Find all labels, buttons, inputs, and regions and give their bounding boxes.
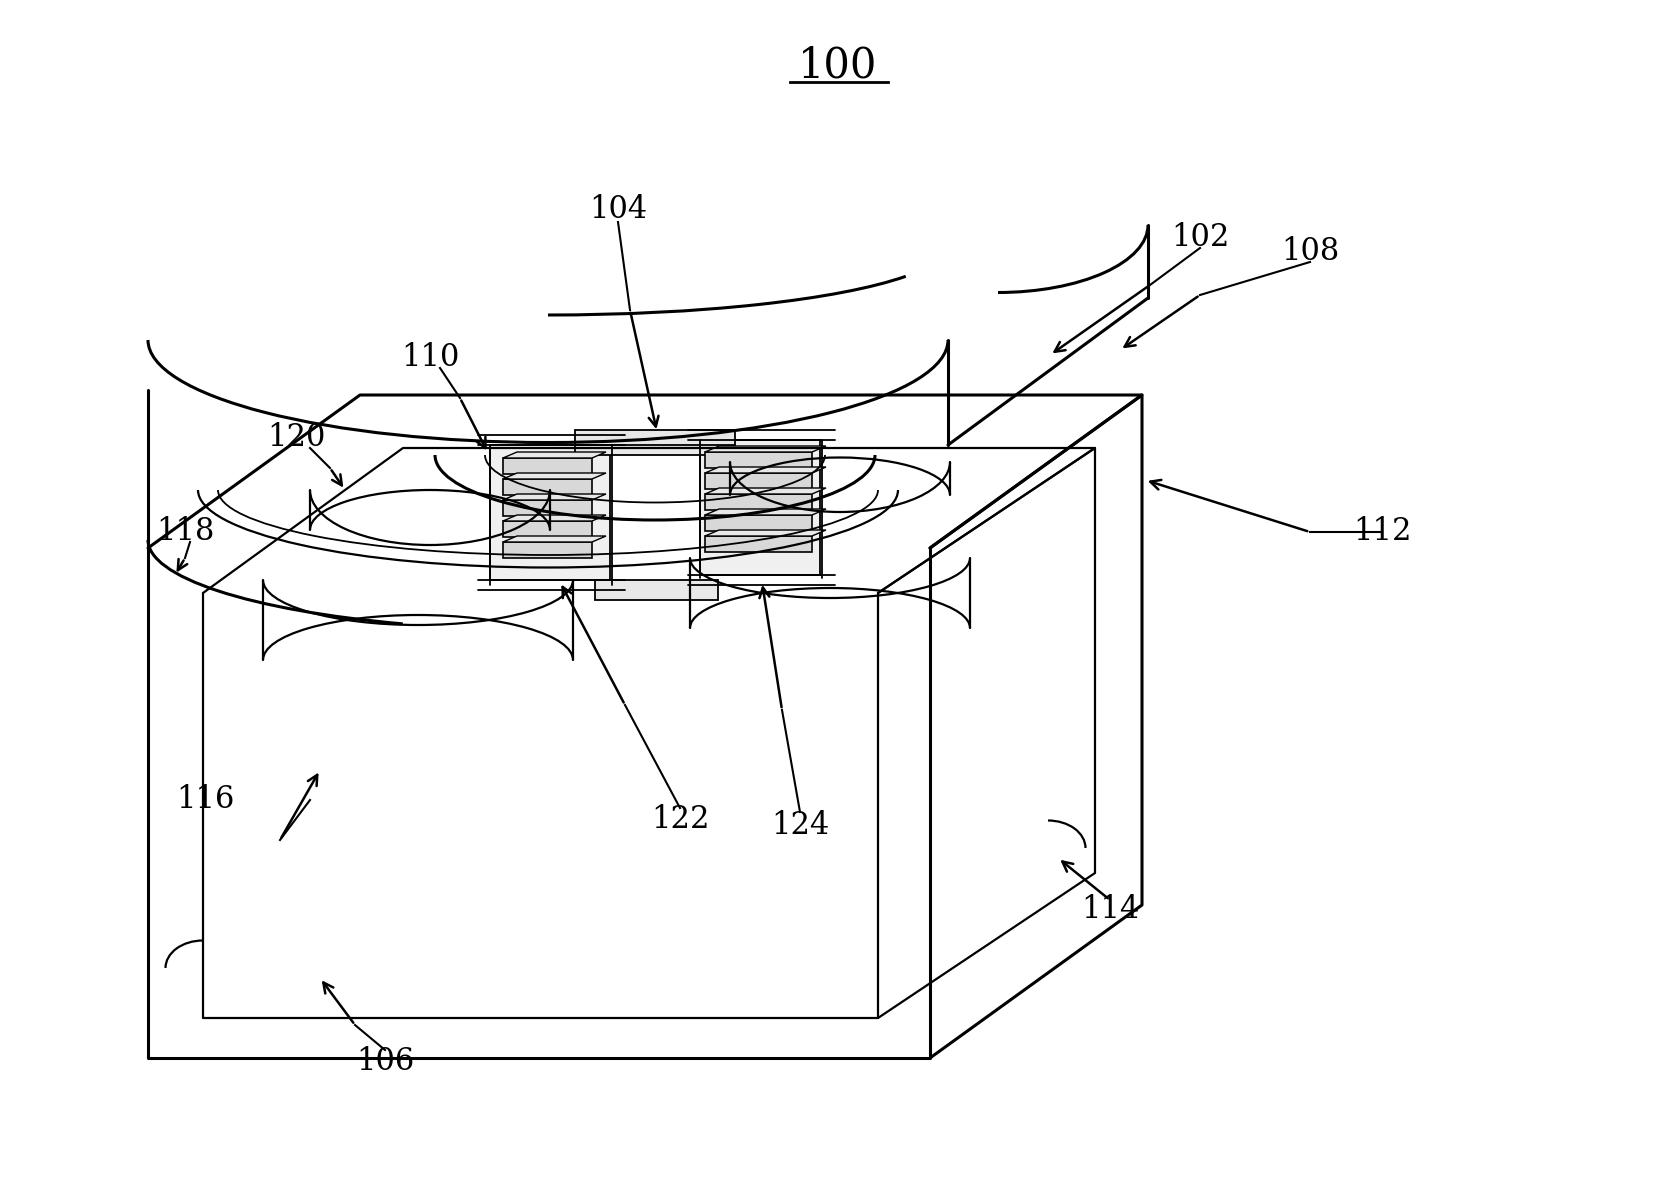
- Polygon shape: [503, 494, 607, 500]
- Polygon shape: [706, 530, 826, 535]
- Polygon shape: [503, 543, 592, 558]
- Polygon shape: [706, 452, 811, 468]
- Polygon shape: [575, 430, 736, 455]
- Text: 100: 100: [798, 44, 878, 86]
- Polygon shape: [706, 467, 826, 473]
- Polygon shape: [595, 580, 717, 600]
- Text: 110: 110: [401, 343, 459, 374]
- Polygon shape: [706, 535, 811, 552]
- Text: 120: 120: [266, 422, 325, 454]
- Polygon shape: [503, 521, 592, 537]
- Text: 114: 114: [1081, 895, 1140, 926]
- Text: 112: 112: [1353, 517, 1411, 547]
- Polygon shape: [503, 479, 592, 495]
- Text: 108: 108: [1280, 236, 1339, 267]
- Text: 104: 104: [588, 195, 647, 226]
- Text: 106: 106: [355, 1046, 414, 1078]
- Polygon shape: [503, 452, 607, 457]
- Text: 124: 124: [771, 810, 830, 840]
- Polygon shape: [706, 494, 811, 509]
- Polygon shape: [701, 440, 820, 574]
- Polygon shape: [706, 446, 826, 452]
- Polygon shape: [706, 488, 826, 494]
- Polygon shape: [503, 500, 592, 517]
- Text: 102: 102: [1172, 222, 1229, 253]
- Polygon shape: [489, 444, 610, 580]
- Text: 118: 118: [156, 517, 215, 547]
- Text: 116: 116: [176, 785, 235, 816]
- Polygon shape: [503, 473, 607, 479]
- Polygon shape: [706, 473, 811, 489]
- Polygon shape: [503, 515, 607, 521]
- Polygon shape: [706, 509, 826, 515]
- Polygon shape: [503, 457, 592, 474]
- Text: 122: 122: [650, 805, 709, 836]
- Polygon shape: [706, 515, 811, 531]
- Polygon shape: [503, 535, 607, 543]
